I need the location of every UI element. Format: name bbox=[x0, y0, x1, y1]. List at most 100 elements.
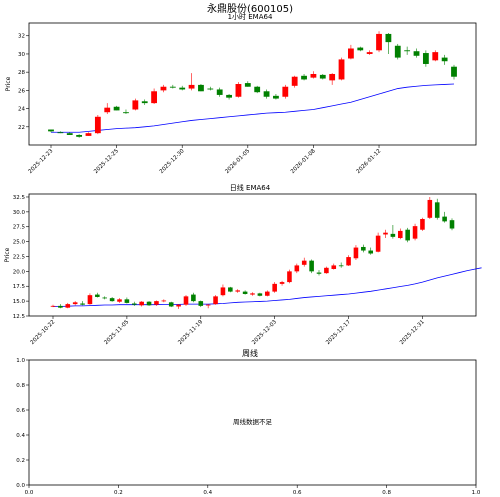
hourly-y-ticks: 22 24 26 28 30 32 bbox=[18, 34, 29, 131]
candle bbox=[375, 232, 381, 253]
candle-body bbox=[353, 247, 359, 259]
candle bbox=[405, 227, 410, 243]
candle-body bbox=[169, 86, 176, 88]
candle-body bbox=[309, 260, 314, 272]
hourly-ema-layer bbox=[51, 83, 455, 133]
candle-body bbox=[216, 89, 223, 95]
candle-body bbox=[427, 199, 433, 218]
candle bbox=[57, 131, 64, 134]
candle bbox=[357, 46, 364, 52]
candle-body bbox=[226, 94, 232, 98]
candle bbox=[383, 229, 388, 239]
weekly-insufficient-data-message: 周线数据不足 bbox=[233, 417, 273, 426]
candle-body bbox=[228, 287, 233, 292]
x-tick-label: 2026-01-05 bbox=[224, 148, 251, 175]
candle bbox=[213, 295, 218, 305]
candle-body bbox=[198, 301, 204, 306]
candle-body bbox=[80, 303, 85, 305]
candle-body bbox=[132, 100, 139, 110]
x-tick-label: 0.4 bbox=[203, 490, 212, 496]
candle bbox=[331, 263, 337, 270]
candle bbox=[179, 85, 186, 91]
candle-body bbox=[254, 86, 261, 93]
ema-line bbox=[51, 83, 455, 133]
y-tick-label: 26 bbox=[18, 88, 25, 94]
y-tick-label: 0.6 bbox=[16, 408, 25, 414]
daily-candles-layer bbox=[50, 196, 455, 309]
hourly-candles-layer bbox=[48, 31, 457, 138]
candle bbox=[427, 196, 433, 219]
candle bbox=[113, 105, 120, 111]
candle bbox=[390, 224, 396, 239]
daily-title: 日线 EMA64 bbox=[230, 183, 271, 192]
weekly-y-ticks: 0.0 0.2 0.4 0.6 0.8 1.0 bbox=[16, 358, 29, 489]
candle bbox=[132, 98, 139, 111]
candle-body bbox=[301, 260, 307, 265]
hourly-axes-frame bbox=[28, 22, 477, 146]
y-tick-label: 17.5 bbox=[13, 284, 26, 290]
candle-body bbox=[316, 272, 322, 274]
candle bbox=[376, 31, 382, 53]
candle bbox=[205, 304, 211, 309]
weekly-title: 周线 bbox=[242, 348, 258, 358]
candle bbox=[191, 292, 196, 303]
candle-body bbox=[329, 73, 336, 81]
candle-body bbox=[346, 257, 351, 266]
candle bbox=[226, 94, 232, 100]
candle-body bbox=[294, 265, 300, 272]
y-tick-label: 28 bbox=[18, 70, 25, 76]
candle-body bbox=[179, 87, 186, 90]
candle-body bbox=[449, 220, 455, 229]
candle-body bbox=[160, 86, 167, 91]
candle-body bbox=[279, 282, 285, 284]
candle bbox=[168, 301, 174, 308]
candle-body bbox=[235, 84, 242, 97]
candle bbox=[109, 296, 115, 302]
candle bbox=[235, 289, 241, 293]
candle-body bbox=[310, 73, 317, 78]
candle-body bbox=[72, 302, 78, 305]
x-tick-label: 2026-01-12 bbox=[356, 148, 383, 175]
candle-body bbox=[131, 303, 137, 305]
candle-body bbox=[338, 59, 345, 80]
x-tick-label: 0.0 bbox=[25, 490, 34, 496]
candle-body bbox=[263, 91, 270, 97]
candle bbox=[422, 50, 429, 67]
candle-body bbox=[168, 302, 174, 307]
candle bbox=[397, 228, 403, 240]
candle bbox=[123, 109, 129, 115]
candle-body bbox=[146, 301, 152, 306]
candle-body bbox=[404, 50, 411, 52]
y-tick-label: 22.5 bbox=[13, 254, 26, 260]
x-tick-label: 2025-12-03 bbox=[251, 319, 278, 346]
x-tick-label: 1.0 bbox=[472, 490, 481, 496]
candle-body bbox=[176, 304, 181, 307]
candle-body bbox=[154, 301, 159, 305]
candle-body bbox=[301, 75, 307, 80]
y-tick-label: 0.2 bbox=[16, 458, 25, 464]
x-tick-label: 2025-10-22 bbox=[30, 319, 57, 346]
candle-body bbox=[442, 216, 447, 222]
candle bbox=[117, 298, 122, 303]
candle-body bbox=[385, 33, 392, 43]
candle bbox=[198, 84, 204, 92]
candle bbox=[361, 244, 366, 253]
candle-body bbox=[432, 52, 439, 61]
candle bbox=[161, 299, 167, 303]
candle-body bbox=[50, 305, 56, 307]
daily-axes-frame bbox=[28, 193, 477, 317]
weekly-axes-frame bbox=[28, 359, 477, 486]
y-tick-label: 32 bbox=[18, 34, 25, 40]
candle bbox=[273, 94, 279, 100]
candle bbox=[198, 300, 204, 308]
candle-body bbox=[319, 74, 326, 79]
candle-body bbox=[151, 91, 157, 104]
candle bbox=[139, 301, 144, 307]
candle bbox=[294, 263, 300, 274]
candle bbox=[76, 134, 83, 138]
candle bbox=[141, 99, 148, 105]
candle-body bbox=[331, 265, 337, 269]
candle-body bbox=[383, 232, 388, 235]
candle-body bbox=[434, 202, 440, 218]
